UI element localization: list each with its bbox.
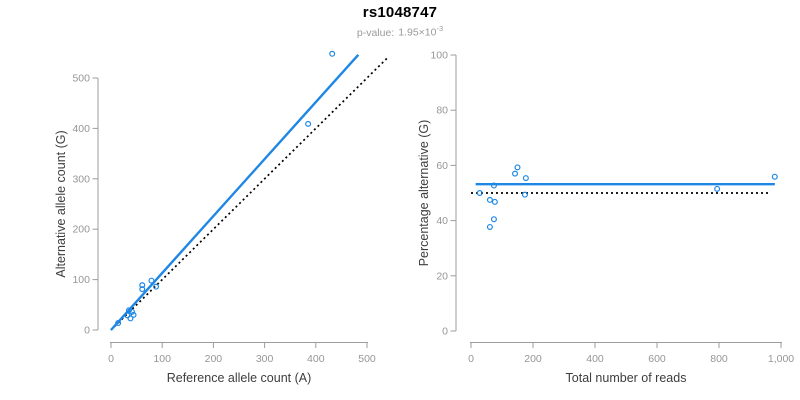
- p-value-label: p-value:: [356, 26, 395, 39]
- x-tick-label: 500: [358, 353, 376, 365]
- data-point: [329, 50, 336, 57]
- data-point: [128, 308, 135, 315]
- x-tick-label: 200: [524, 353, 542, 365]
- data-point: [486, 223, 493, 230]
- y-tick-label: 80: [436, 105, 448, 117]
- data-point: [486, 196, 493, 203]
- right-x-axis-label: Total number of reads: [565, 371, 687, 385]
- x-tick-label: 200: [205, 353, 223, 365]
- regression-line: [110, 54, 360, 331]
- axes: 0 100 200 300 400 500 0 100 200 300 400 500: [72, 73, 375, 366]
- data-point: [124, 312, 131, 319]
- x-tick-label: 400: [307, 353, 325, 365]
- x-tick-label: 800: [710, 353, 728, 365]
- data-point: [115, 319, 122, 326]
- data-point: [476, 190, 483, 197]
- y-tick-label: 60: [436, 160, 448, 172]
- data-point: [148, 277, 155, 284]
- data-point: [490, 182, 497, 189]
- y-tick-label: 500: [72, 73, 90, 85]
- axes: 0 200 400 600 800 1,000 0 20 40 60 80 100: [430, 50, 794, 366]
- y-tick-label: 0: [442, 326, 448, 338]
- y-tick-label: 200: [72, 224, 90, 236]
- data-point: [521, 191, 528, 198]
- y-tick-label: 0: [84, 325, 90, 337]
- right-y-axis-label: Percentage alternative (G): [417, 119, 431, 267]
- p-value-subtitle: p-value: 1.95×10-3: [0, 24, 800, 39]
- data-point: [139, 282, 146, 289]
- data-points: [115, 50, 336, 326]
- data-point: [771, 173, 778, 180]
- left-y-axis-label: Alternative allele count (G): [54, 130, 68, 278]
- y-tick-label: 100: [72, 274, 90, 286]
- y-tick-label: 20: [436, 270, 448, 282]
- left-plot: 0 100 200 300 400 500 0 100 200 300 400 500: [72, 50, 389, 366]
- data-point: [139, 286, 146, 293]
- data-point: [714, 185, 721, 192]
- x-tick-label: 0: [468, 353, 474, 365]
- data-point: [491, 198, 498, 205]
- data-point: [305, 120, 312, 127]
- data-point: [153, 283, 160, 290]
- data-point: [512, 170, 519, 177]
- data-point: [127, 315, 134, 322]
- y-tick-label: 100: [430, 50, 448, 62]
- right-plot: 0 200 400 600 800 1,000 0 20 40 60 80 100: [430, 50, 794, 366]
- x-tick-label: 400: [586, 353, 604, 365]
- y-tick-label: 400: [72, 123, 90, 135]
- data-point: [490, 216, 497, 223]
- identity-line: [110, 57, 389, 331]
- data-point: [125, 307, 132, 314]
- x-tick-label: 600: [648, 353, 666, 365]
- left-x-axis-label: Reference allele count (A): [166, 371, 312, 385]
- x-tick-label: 1,000: [768, 353, 794, 365]
- x-tick-label: 100: [153, 353, 171, 365]
- p-value-exponent: -3: [436, 24, 444, 33]
- y-tick-label: 300: [72, 173, 90, 185]
- x-tick-label: 300: [256, 353, 274, 365]
- x-tick-label: 0: [108, 353, 114, 365]
- data-point: [514, 164, 521, 171]
- p-value-base: 1.95×10: [398, 26, 437, 39]
- data-points: [476, 164, 778, 230]
- page-title: rs1048747: [362, 4, 438, 21]
- data-point: [522, 175, 529, 182]
- y-tick-label: 40: [436, 215, 448, 227]
- data-point: [130, 311, 137, 318]
